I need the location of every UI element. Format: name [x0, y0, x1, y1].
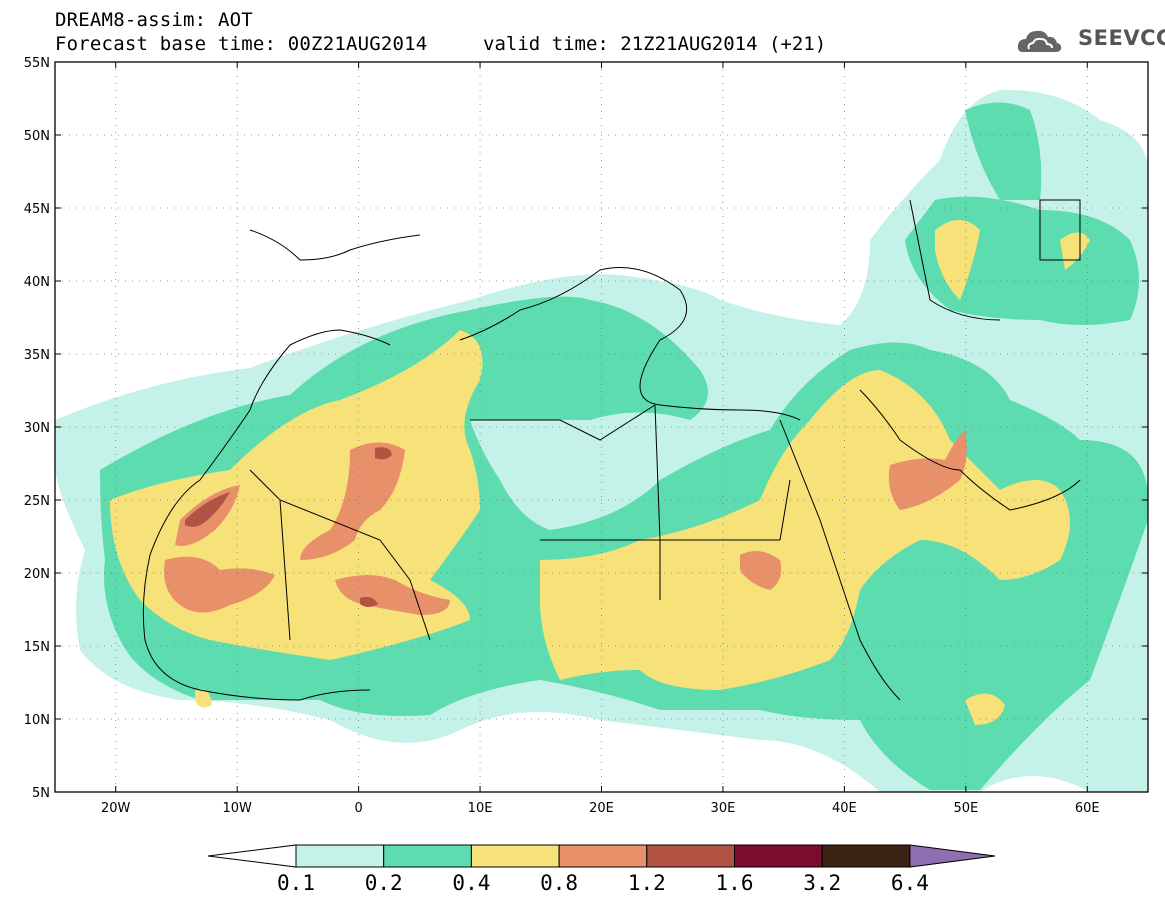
colorbar-label: 6.4	[890, 871, 929, 895]
aot-level-0-8	[164, 430, 967, 615]
lon-label: 10W	[222, 801, 252, 816]
logo-text: SEEVCCC	[1078, 26, 1165, 50]
lat-label: 20N	[24, 567, 50, 582]
forecast-base-time: Forecast base time: 00Z21AUG2014	[55, 33, 428, 55]
colorbar-overflow	[909, 844, 996, 868]
colorbar	[207, 844, 996, 868]
lat-label: 25N	[24, 494, 50, 509]
colorbar-segment	[558, 844, 648, 868]
lat-label: 15N	[24, 640, 50, 655]
colorbar-segment	[470, 844, 560, 868]
map-title: DREAM8-assim: AOT	[55, 9, 253, 31]
lon-label: 0	[354, 801, 362, 816]
colorbar-label: 1.2	[627, 871, 666, 895]
lon-label: 60E	[1075, 801, 1100, 816]
lon-label: 50E	[953, 801, 978, 816]
coastlines	[142, 199, 1081, 701]
lon-label: 20W	[101, 801, 131, 816]
lat-label: 5N	[32, 786, 50, 801]
colorbar-label: 0.8	[540, 871, 579, 895]
lat-label: 55N	[24, 56, 50, 71]
lon-label: 30E	[711, 801, 736, 816]
aot-level-1-2	[185, 447, 392, 607]
colorbar-segment	[646, 844, 735, 868]
cloud-logo-icon	[1017, 30, 1062, 52]
axis-ticks	[55, 61, 1148, 793]
lon-label: 20E	[589, 801, 614, 816]
colorbar-label: 0.1	[277, 871, 315, 895]
lat-label: 35N	[24, 348, 50, 363]
latitude-labels: 55N 50N 45N 40N 35N 30N 25N 20N 15N 10N 5N	[24, 56, 50, 801]
lat-label: 50N	[24, 129, 50, 144]
colorbar-label: 1.6	[715, 871, 754, 895]
colorbar-segment	[383, 844, 472, 868]
lat-label: 30N	[24, 421, 50, 436]
aot-field	[55, 89, 1148, 792]
colorbar-segment	[821, 844, 911, 868]
lat-label: 40N	[24, 275, 50, 290]
colorbar-label: 3.2	[803, 871, 842, 895]
colorbar-segment	[734, 844, 823, 868]
lat-label: 45N	[24, 202, 50, 217]
colorbar-segment	[295, 844, 385, 868]
lon-label: 40E	[832, 801, 857, 816]
gridlines	[55, 62, 1148, 792]
lon-label: 10E	[468, 801, 493, 816]
colorbar-underflow	[207, 844, 297, 868]
longitude-labels: 20W 10W 0 10E 20E 30E 40E 50E 60E	[101, 801, 1100, 816]
colorbar-label: 0.2	[364, 871, 403, 895]
valid-time: valid time: 21Z21AUG2014 (+21)	[483, 33, 827, 55]
lat-label: 10N	[24, 713, 50, 728]
colorbar-label: 0.4	[452, 871, 491, 895]
